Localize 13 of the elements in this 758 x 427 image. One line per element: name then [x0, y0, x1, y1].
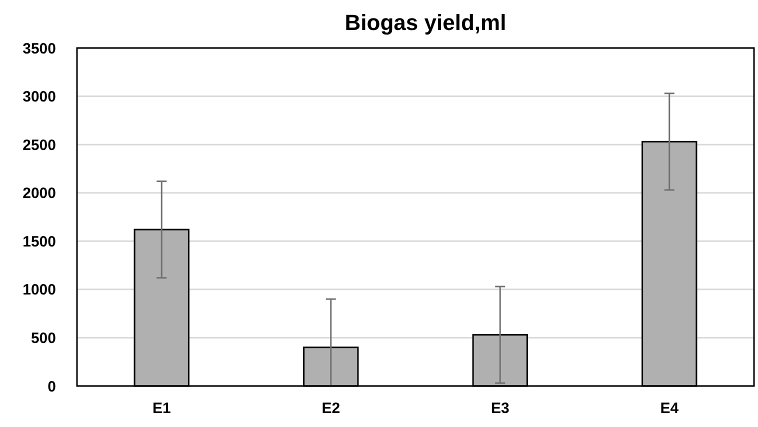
x-tick-label: E2: [322, 400, 340, 417]
y-tick-label: 1500: [22, 233, 56, 250]
x-tick-label: E4: [660, 400, 680, 417]
y-tick-label: 3500: [22, 40, 56, 58]
chart-title: Biogas yield,ml: [344, 10, 506, 35]
y-tick-label: 2000: [22, 185, 56, 202]
y-tick-label: 3000: [22, 88, 56, 106]
y-tick-label: 500: [30, 330, 56, 347]
y-tick-label: 2500: [22, 136, 56, 154]
x-tick-label: E1: [152, 400, 171, 417]
y-tick-label: 0: [48, 378, 56, 396]
y-tick-label: 1000: [22, 282, 56, 299]
x-tick-label: E3: [490, 400, 510, 417]
